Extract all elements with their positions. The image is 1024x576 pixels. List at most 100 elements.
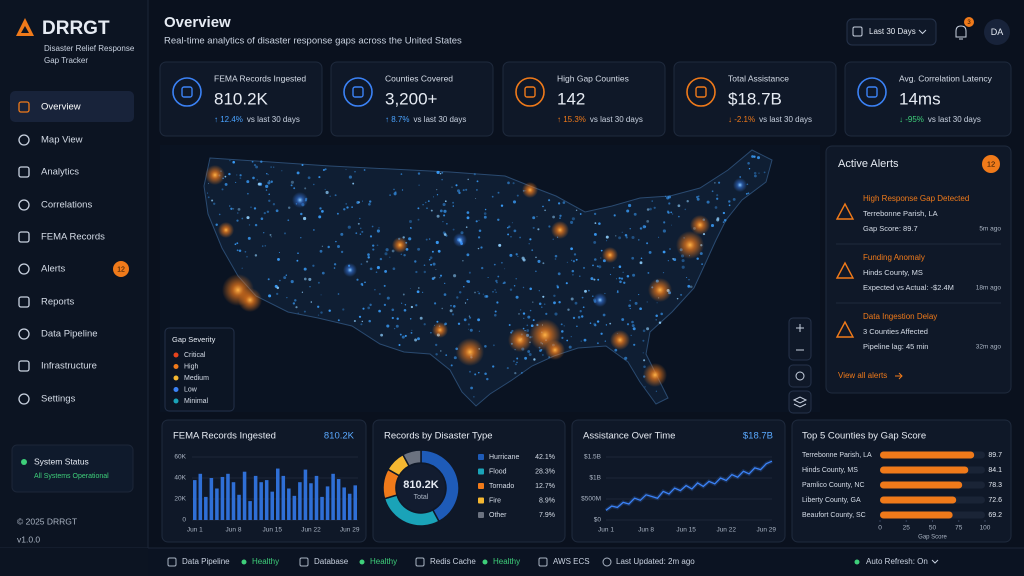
map-dot <box>238 249 242 252</box>
map-dot <box>597 278 600 281</box>
map-dot <box>655 314 658 317</box>
map-dot <box>303 216 307 221</box>
map-dot <box>414 338 418 342</box>
kpi-glyph <box>695 86 707 98</box>
map-dot <box>538 302 542 306</box>
map-dot <box>466 253 470 257</box>
map-dot <box>515 363 517 366</box>
map-dot <box>345 169 347 171</box>
map-dot <box>468 328 470 330</box>
nav-item[interactable]: Infrastructure <box>41 361 97 372</box>
map-dot <box>642 329 646 333</box>
map-dot <box>369 235 373 238</box>
nav-item[interactable]: Data Pipeline <box>41 329 98 340</box>
nav-item[interactable]: Alerts <box>41 264 66 275</box>
map-dot <box>496 301 499 304</box>
bar <box>209 478 214 520</box>
map-dot <box>404 304 407 306</box>
bar <box>259 482 263 520</box>
zoom-in[interactable] <box>796 324 804 332</box>
status-title: System Status <box>34 456 89 466</box>
bar <box>242 471 247 520</box>
nav-item[interactable]: Reports <box>41 297 75 308</box>
nav-item[interactable]: Overview <box>41 102 81 113</box>
map-dot <box>368 319 371 323</box>
map-dot <box>266 210 270 214</box>
map-dot <box>236 249 239 252</box>
kpi-compare: vs last 30 days <box>590 115 643 124</box>
map-dot <box>552 238 554 240</box>
map-dot <box>538 290 540 292</box>
map-dot <box>423 270 427 274</box>
nav-item[interactable]: Analytics <box>41 167 79 178</box>
map-dot <box>513 285 516 287</box>
map-dot <box>649 207 652 211</box>
map-dot <box>753 155 756 158</box>
bell-icon[interactable] <box>955 25 967 40</box>
bar <box>198 473 203 520</box>
nav-item[interactable]: Correlations <box>41 200 92 211</box>
map-dot <box>646 301 648 303</box>
x-tick-label: 25 <box>903 525 911 532</box>
alert-title[interactable]: Funding Anomaly <box>863 253 925 262</box>
map-dot <box>473 396 475 398</box>
nav-item[interactable]: Settings <box>41 394 76 405</box>
map-dot <box>576 325 578 328</box>
locate-button[interactable] <box>788 364 812 388</box>
kpi-glyph <box>866 86 878 98</box>
layers-button[interactable] <box>788 390 812 414</box>
map-dot <box>481 266 484 270</box>
alert-title[interactable]: High Response Gap Detected <box>863 194 969 203</box>
map-dot <box>723 218 727 222</box>
map-dot <box>428 258 431 261</box>
x-tick-label: Jun 15 <box>262 527 282 534</box>
map-dot <box>287 219 290 222</box>
map-dot <box>560 323 563 326</box>
map-dot <box>516 357 519 360</box>
map-dot <box>400 173 403 175</box>
map-dots <box>205 155 766 398</box>
map-dot <box>609 273 612 276</box>
legend-label: Critical <box>184 352 206 359</box>
nav-active-bg <box>10 91 134 122</box>
chevron <box>931 559 939 564</box>
nav-item[interactable]: Map View <box>41 135 83 146</box>
map-dot <box>559 214 562 217</box>
map-dot <box>333 263 337 266</box>
map-dot <box>254 254 258 257</box>
map-dot <box>672 213 674 215</box>
kpi-compare: vs last 30 days <box>759 115 812 124</box>
map-dot <box>466 280 469 283</box>
alert-title[interactable]: Data Ingestion Delay <box>863 312 937 321</box>
kpi-icon <box>172 77 202 107</box>
map-dot <box>581 296 584 299</box>
map-dot <box>522 286 525 289</box>
map-dot <box>518 313 520 315</box>
map-dot <box>403 253 406 257</box>
view-all-link[interactable]: View all alerts <box>838 371 887 380</box>
bar <box>880 466 969 474</box>
map-dot <box>417 218 420 221</box>
map-dot <box>247 236 251 240</box>
map-dot <box>664 195 667 198</box>
map-dot <box>356 278 359 281</box>
avatar[interactable] <box>984 19 1010 45</box>
map-dot <box>450 364 453 367</box>
nav-item[interactable]: FEMA Records <box>41 232 105 243</box>
auto-refresh[interactable]: Auto Refresh: On <box>866 557 928 566</box>
map-dot <box>285 274 288 276</box>
hotspot <box>456 338 484 366</box>
legend-swatch <box>173 352 179 358</box>
bar <box>287 488 291 520</box>
map-dot <box>558 301 561 304</box>
map-dot <box>577 316 581 319</box>
map-dot <box>561 330 564 333</box>
map-dot <box>516 194 519 197</box>
map-dot <box>714 206 718 209</box>
range-label[interactable]: Last 30 Days <box>869 27 916 36</box>
map-dot <box>646 208 650 211</box>
map-dot <box>600 257 602 259</box>
range-dropdown[interactable] <box>846 18 937 46</box>
map-dot <box>444 200 447 203</box>
map-dot <box>722 221 725 223</box>
